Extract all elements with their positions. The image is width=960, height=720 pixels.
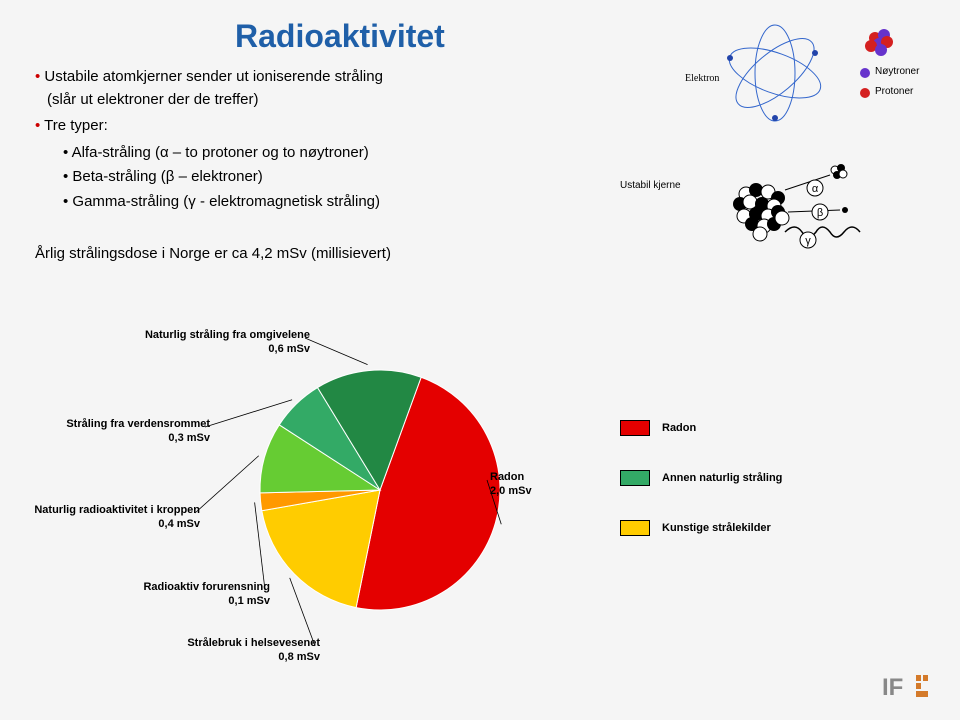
legend-label: Radon: [662, 422, 696, 434]
slice-label-forurensning: Radioaktiv forurensning0,1 mSv: [90, 580, 270, 609]
svg-text:IF: IF: [882, 674, 903, 701]
protoner-label: Protoner: [875, 86, 913, 97]
slice-label-kroppen: Naturlig radioaktivitet i kroppen0,4 mSv: [20, 503, 200, 532]
legend-label: Kunstige strålekilder: [662, 522, 771, 534]
bullet-2c: Gamma-stråling (γ - elektromagnetisk str…: [63, 191, 383, 214]
legend-swatch: [620, 520, 650, 536]
legend-swatch: [620, 470, 650, 486]
slice-label-verdensrommet: Stråling fra verdensrommet0,3 mSv: [30, 417, 210, 446]
bullet-2: Tre typer:: [35, 115, 383, 138]
bullet-1: Ustabile atomkjerner sender ut ioniseren…: [35, 66, 383, 111]
bullet-2b: Beta-stråling (β – elektroner): [63, 166, 383, 189]
beta-label: β: [817, 207, 823, 219]
bullet-1-text: Ustabile atomkjerner sender ut ioniseren…: [44, 68, 383, 85]
ife-logo: IF: [882, 671, 942, 708]
slice-label-omgivelser: Naturlig stråling fra omgivelene0,6 mSv: [130, 328, 310, 357]
slice-label-helse: Strålebruk i helsevesenet0,8 mSv: [140, 636, 320, 665]
bullet-list: Ustabile atomkjerner sender ut ioniseren…: [35, 66, 383, 215]
bullet-1-sub: (slår ut elektroner der de treffer): [47, 91, 258, 108]
noytroner-label: Nøytroner: [875, 66, 919, 77]
legend-radon: Radon: [620, 420, 696, 436]
nucleus-cluster: [733, 183, 789, 241]
dose-line: Årlig strålingsdose i Norge er ca 4,2 mS…: [35, 245, 391, 262]
page-title: Radioaktivitet: [235, 18, 445, 55]
nucleus-svg: α β γ: [690, 150, 910, 280]
legend-label: Annen naturlig stråling: [662, 472, 782, 484]
ustabil-label: Ustabil kjerne: [620, 180, 681, 191]
legend-swatch: [620, 420, 650, 436]
legend-annen-naturlig-stråling: Annen naturlig stråling: [620, 470, 782, 486]
elektron-label: Elektron: [685, 73, 719, 84]
legend-kunstige-strålekilder: Kunstige strålekilder: [620, 520, 771, 536]
gamma-label: γ: [805, 235, 811, 247]
bullet-2a: Alfa-stråling (α – to protoner og to nøy…: [63, 142, 383, 165]
alpha-label: α: [812, 183, 819, 195]
nucleus-diagram: α β γ Ustabil kjerne: [690, 150, 910, 280]
pie-chart-area: Radon2,0 mSvStrålebruk i helsevesenet0,8…: [60, 310, 920, 670]
atom-diagram: Elektron Nøytroner Protoner: [665, 18, 925, 128]
